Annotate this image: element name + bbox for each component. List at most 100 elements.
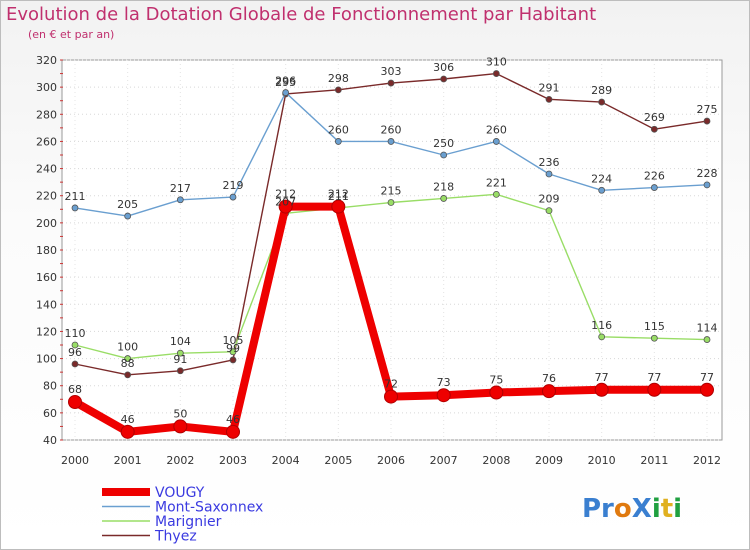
data-label-thyez: 275 — [697, 103, 718, 116]
point-vougy — [594, 382, 609, 397]
point-marignier — [124, 355, 132, 362]
x-tick-label: 2008 — [482, 454, 510, 467]
point-thyez — [440, 75, 448, 83]
point-marignier — [176, 349, 184, 357]
y-tick-label: 140 — [36, 298, 57, 311]
x-tick-label: 2005 — [324, 454, 352, 467]
point-mont-saxonnex — [598, 186, 606, 194]
data-label-vougy: 77 — [647, 371, 661, 384]
data-label-vougy: 77 — [700, 371, 714, 384]
point-marignier — [650, 334, 658, 342]
point-vougy — [700, 382, 714, 397]
data-label-marignier: 211 — [328, 190, 349, 203]
point-mont-saxonnex — [387, 138, 395, 145]
data-label-vougy: 72 — [384, 378, 398, 391]
data-label-marignier: 110 — [65, 327, 86, 340]
data-label-vougy: 76 — [542, 372, 556, 385]
point-thyez — [598, 98, 606, 106]
data-label-mont-saxonnex: 260 — [328, 123, 349, 136]
point-thyez — [71, 360, 79, 368]
data-label-mont-saxonnex: 296 — [275, 75, 296, 88]
point-mont-saxonnex — [545, 170, 553, 178]
data-label-thyez: 289 — [591, 84, 612, 97]
point-mont-saxonnex — [176, 196, 184, 204]
point-vougy — [278, 199, 293, 214]
point-vougy — [436, 388, 451, 403]
y-tick-label: 240 — [36, 163, 57, 176]
data-label-mont-saxonnex: 260 — [486, 123, 507, 136]
data-label-marignier: 209 — [539, 193, 560, 206]
x-tick-label: 2012 — [693, 454, 721, 467]
point-mont-saxonnex — [492, 138, 500, 145]
y-tick-label: 320 — [36, 54, 57, 67]
plot-area — [61, 59, 723, 441]
y-tick-label: 100 — [36, 353, 57, 366]
data-label-mont-saxonnex: 211 — [65, 190, 86, 203]
point-mont-saxonnex — [440, 151, 448, 159]
y-tick-label: 80 — [43, 380, 57, 393]
data-label-mont-saxonnex: 250 — [433, 137, 454, 150]
data-label-marignier: 221 — [486, 176, 507, 189]
data-label-marignier: 114 — [697, 322, 718, 335]
point-mont-saxonnex — [334, 138, 342, 145]
point-mont-saxonnex — [650, 184, 658, 191]
point-thyez — [387, 79, 395, 87]
point-marignier — [229, 348, 237, 356]
y-tick-label: 260 — [36, 135, 57, 148]
chart-subtitle: (en € et par an) — [28, 28, 115, 41]
point-marignier — [71, 341, 79, 349]
data-label-thyez: 91 — [173, 353, 187, 366]
data-label-marignier: 100 — [117, 341, 138, 354]
point-vougy — [68, 395, 82, 409]
point-thyez — [176, 367, 184, 375]
point-vougy — [647, 382, 662, 397]
data-label-thyez: 310 — [486, 56, 507, 69]
point-marignier — [703, 336, 711, 343]
data-label-mont-saxonnex: 205 — [117, 198, 138, 211]
point-vougy — [331, 199, 346, 214]
point-marignier — [598, 333, 606, 341]
x-tick-label: 2004 — [272, 454, 300, 467]
data-label-thyez: 96 — [68, 346, 82, 359]
data-label-mont-saxonnex: 217 — [170, 182, 191, 195]
legend-label: Thyez — [154, 529, 197, 545]
data-label-marignier: 116 — [591, 319, 612, 332]
point-vougy — [384, 389, 398, 404]
legend-label: Marignier — [155, 514, 222, 530]
data-label-mont-saxonnex: 228 — [697, 167, 718, 180]
data-label-marignier: 218 — [433, 180, 454, 193]
point-mont-saxonnex — [229, 193, 237, 201]
data-label-thyez: 291 — [539, 81, 560, 94]
point-marignier — [387, 199, 395, 206]
data-label-thyez: 303 — [381, 65, 402, 78]
data-label-marignier: 105 — [223, 334, 244, 347]
data-label-mont-saxonnex: 219 — [223, 179, 244, 192]
data-label-mont-saxonnex: 236 — [539, 156, 560, 169]
data-label-vougy: 50 — [173, 407, 187, 420]
x-tick-label: 2006 — [377, 454, 405, 467]
point-thyez — [229, 356, 237, 364]
data-label-thyez: 269 — [644, 111, 665, 124]
y-tick-label: 40 — [43, 434, 57, 447]
point-thyez — [334, 86, 342, 94]
svg-text:ProXiti: ProXiti — [582, 494, 682, 524]
point-marignier — [440, 195, 448, 202]
x-tick-label: 2011 — [640, 454, 668, 467]
data-label-vougy: 46 — [226, 413, 240, 426]
x-tick-label: 2010 — [588, 454, 616, 467]
data-label-marignier: 207 — [275, 195, 296, 208]
y-tick-label: 200 — [36, 217, 57, 230]
data-label-mont-saxonnex: 260 — [381, 123, 402, 136]
point-vougy — [173, 419, 188, 434]
chart-title: Evolution de la Dotation Globale de Fonc… — [6, 4, 597, 25]
data-label-vougy: 212 — [275, 188, 296, 201]
y-tick-label: 160 — [36, 271, 57, 284]
y-tick-label: 220 — [36, 190, 57, 203]
point-mont-saxonnex — [124, 212, 132, 220]
point-marignier — [492, 190, 500, 198]
chart-series — [68, 70, 714, 439]
data-label-thyez: 306 — [433, 61, 454, 74]
y-tick-label: 60 — [43, 407, 57, 420]
data-label-mont-saxonnex: 224 — [591, 172, 612, 185]
